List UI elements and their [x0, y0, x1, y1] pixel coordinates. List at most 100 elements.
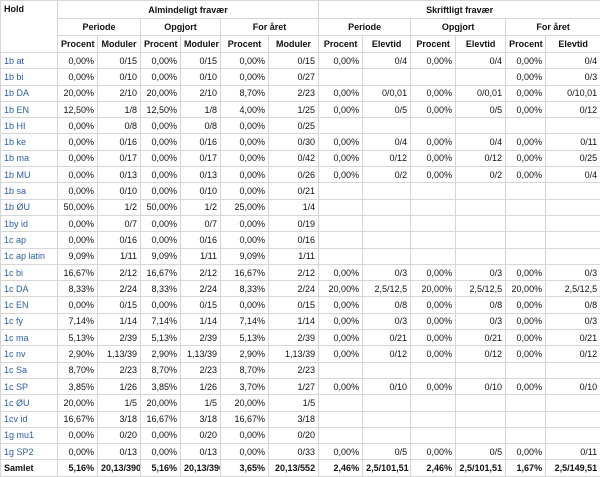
value-cell: 0,00%	[506, 330, 546, 346]
value-cell: 2/10	[181, 85, 221, 101]
value-cell: 1/5	[269, 395, 319, 411]
empty-cell	[363, 183, 411, 199]
value-cell: 0/10	[181, 183, 221, 199]
empty-cell	[319, 232, 363, 248]
value-cell: 0/15	[181, 297, 221, 313]
value-cell: 0,00%	[58, 53, 98, 69]
value-cell: 2/12	[98, 264, 141, 280]
value-cell: 0,00%	[221, 53, 269, 69]
value-cell: 0,00%	[411, 150, 456, 166]
value-cell: 0/8	[363, 297, 411, 313]
value-cell: 0,00%	[319, 444, 363, 460]
value-cell: 5,13%	[141, 330, 181, 346]
value-cell: 0/4	[363, 134, 411, 150]
value-cell: 3,85%	[141, 378, 181, 394]
empty-cell	[411, 215, 456, 231]
value-cell: 0/12	[456, 150, 506, 166]
value-cell: 2,5/12,5	[546, 281, 600, 297]
value-cell: 3,70%	[221, 378, 269, 394]
value-cell: 0,00%	[58, 183, 98, 199]
value-cell: 0/26	[269, 167, 319, 183]
value-cell: 0/17	[181, 150, 221, 166]
hold-cell: 1c DA	[1, 281, 58, 297]
value-cell: 0,00%	[221, 427, 269, 443]
empty-cell	[319, 199, 363, 215]
empty-cell	[319, 362, 363, 378]
value-cell: 1/2	[98, 199, 141, 215]
value-cell: 2/24	[269, 281, 319, 297]
value-cell: 0/20	[181, 427, 221, 443]
value-cell: 0/10	[456, 378, 506, 394]
value-cell: 7,14%	[58, 313, 98, 329]
value-cell: 0,00%	[141, 150, 181, 166]
empty-cell	[411, 411, 456, 427]
empty-cell	[411, 427, 456, 443]
value-cell: 2/23	[98, 362, 141, 378]
value-cell: 0/10	[181, 69, 221, 85]
value-cell: 0,00%	[506, 313, 546, 329]
column-header: Procent	[141, 36, 181, 53]
value-cell: 0/30	[269, 134, 319, 150]
value-cell: 0,00%	[411, 167, 456, 183]
empty-cell	[411, 183, 456, 199]
period-header: Opgjort	[411, 19, 506, 36]
value-cell: 0/16	[269, 232, 319, 248]
empty-cell	[411, 199, 456, 215]
value-cell: 0,00%	[506, 85, 546, 101]
value-cell: 0,00%	[58, 118, 98, 134]
value-cell: 0/4	[546, 167, 600, 183]
value-cell: 2/23	[181, 362, 221, 378]
hold-header: Hold	[1, 1, 58, 53]
value-cell: 2,5/101,51	[363, 460, 411, 476]
value-cell: 0,00%	[411, 53, 456, 69]
value-cell: 0,00%	[58, 134, 98, 150]
value-cell: 20,00%	[221, 395, 269, 411]
value-cell: 0,00%	[411, 378, 456, 394]
value-cell: 0,00%	[58, 69, 98, 85]
value-cell: 0,00%	[221, 297, 269, 313]
value-cell: 0/12	[546, 346, 600, 362]
value-cell: 0,00%	[319, 167, 363, 183]
value-cell: 0,00%	[221, 183, 269, 199]
value-cell: 0,00%	[58, 232, 98, 248]
empty-cell	[363, 395, 411, 411]
value-cell: 2/24	[98, 281, 141, 297]
value-cell: 0/15	[269, 297, 319, 313]
hold-cell: 1g mu1	[1, 427, 58, 443]
empty-cell	[411, 69, 456, 85]
value-cell: 0/12	[546, 101, 600, 117]
empty-cell	[546, 248, 600, 264]
hold-cell: 1b EN	[1, 101, 58, 117]
empty-cell	[363, 215, 411, 231]
value-cell: 2/12	[181, 264, 221, 280]
group-header: Almindeligt fravær	[58, 1, 319, 19]
value-cell: 5,13%	[221, 330, 269, 346]
value-cell: 2,90%	[58, 346, 98, 362]
empty-cell	[363, 232, 411, 248]
value-cell: 1/2	[181, 199, 221, 215]
value-cell: 1,13/39	[98, 346, 141, 362]
value-cell: 0/4	[456, 134, 506, 150]
value-cell: 0,00%	[141, 53, 181, 69]
value-cell: 0/0,01	[456, 85, 506, 101]
hold-cell: 1c ØU	[1, 395, 58, 411]
value-cell: 0,00%	[319, 346, 363, 362]
value-cell: 20,13/390	[181, 460, 221, 476]
value-cell: 0/4	[546, 53, 600, 69]
hold-cell: 1cv id	[1, 411, 58, 427]
value-cell: 0/8	[546, 297, 600, 313]
hold-cell: 1c bi	[1, 264, 58, 280]
value-cell: 0/21	[456, 330, 506, 346]
value-cell: 20,00%	[506, 281, 546, 297]
empty-cell	[363, 118, 411, 134]
value-cell: 0,00%	[411, 134, 456, 150]
value-cell: 0/12	[363, 346, 411, 362]
value-cell: 2,5/149,51	[546, 460, 600, 476]
hold-cell: 1c Sa	[1, 362, 58, 378]
